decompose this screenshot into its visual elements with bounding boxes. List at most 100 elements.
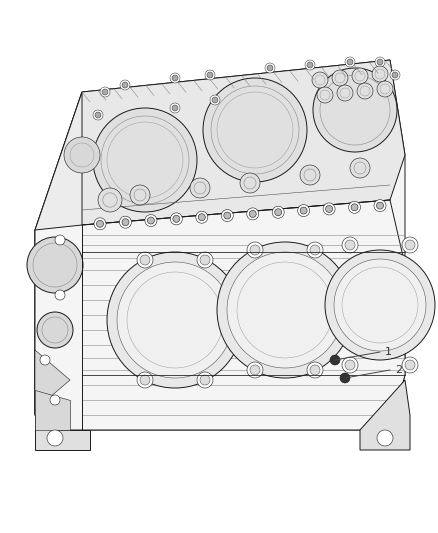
Circle shape	[310, 245, 320, 255]
Circle shape	[250, 245, 260, 255]
Circle shape	[405, 240, 415, 250]
Circle shape	[173, 215, 180, 222]
Circle shape	[120, 80, 130, 90]
Circle shape	[372, 66, 388, 82]
Circle shape	[170, 103, 180, 113]
Circle shape	[342, 237, 358, 253]
Circle shape	[200, 255, 210, 265]
Circle shape	[305, 60, 315, 70]
Circle shape	[107, 252, 243, 388]
Circle shape	[390, 70, 400, 80]
Circle shape	[140, 255, 150, 265]
Circle shape	[120, 216, 131, 228]
Circle shape	[374, 200, 386, 212]
Circle shape	[190, 178, 210, 198]
Circle shape	[117, 262, 233, 378]
Circle shape	[96, 220, 103, 228]
Circle shape	[172, 105, 178, 111]
Circle shape	[217, 242, 353, 378]
Circle shape	[377, 59, 383, 65]
Circle shape	[352, 68, 368, 84]
Circle shape	[55, 235, 65, 245]
Circle shape	[249, 211, 256, 217]
Circle shape	[224, 212, 231, 219]
Circle shape	[221, 209, 233, 222]
Circle shape	[40, 355, 50, 365]
Polygon shape	[360, 380, 410, 450]
Circle shape	[55, 290, 65, 300]
Text: 2: 2	[395, 365, 402, 375]
Polygon shape	[35, 350, 70, 410]
Circle shape	[203, 78, 307, 182]
Circle shape	[197, 372, 213, 388]
Circle shape	[310, 365, 320, 375]
Circle shape	[334, 259, 426, 351]
Circle shape	[377, 430, 393, 446]
Circle shape	[351, 204, 358, 211]
Circle shape	[210, 95, 220, 105]
Circle shape	[122, 219, 129, 225]
Circle shape	[47, 430, 63, 446]
Polygon shape	[35, 390, 70, 430]
Circle shape	[402, 357, 418, 373]
Circle shape	[405, 360, 415, 370]
Circle shape	[323, 203, 335, 215]
Circle shape	[240, 173, 260, 193]
Circle shape	[50, 395, 60, 405]
Circle shape	[145, 214, 157, 227]
Circle shape	[27, 237, 83, 293]
Circle shape	[227, 252, 343, 368]
Circle shape	[93, 110, 103, 120]
Circle shape	[122, 82, 128, 88]
Circle shape	[312, 72, 328, 88]
Circle shape	[137, 252, 153, 268]
Circle shape	[170, 213, 182, 225]
Circle shape	[342, 357, 358, 373]
Polygon shape	[35, 60, 405, 430]
Circle shape	[140, 375, 150, 385]
Circle shape	[196, 211, 208, 223]
Circle shape	[102, 89, 108, 95]
Circle shape	[198, 214, 205, 221]
Circle shape	[205, 70, 215, 80]
Circle shape	[93, 108, 197, 212]
Circle shape	[300, 207, 307, 214]
Circle shape	[170, 73, 180, 83]
Circle shape	[130, 185, 150, 205]
Circle shape	[307, 242, 323, 258]
Circle shape	[307, 62, 313, 68]
Circle shape	[212, 97, 218, 103]
Circle shape	[200, 375, 210, 385]
Polygon shape	[35, 200, 405, 430]
Circle shape	[349, 201, 360, 213]
Polygon shape	[35, 60, 405, 230]
Circle shape	[340, 373, 350, 383]
Circle shape	[345, 57, 355, 67]
Circle shape	[247, 242, 263, 258]
Circle shape	[100, 87, 110, 97]
Circle shape	[345, 240, 355, 250]
Circle shape	[300, 165, 320, 185]
Circle shape	[377, 202, 384, 209]
Circle shape	[325, 205, 332, 213]
Circle shape	[313, 68, 397, 152]
Circle shape	[275, 209, 282, 216]
Circle shape	[307, 362, 323, 378]
Circle shape	[247, 208, 259, 220]
Circle shape	[64, 137, 100, 173]
Circle shape	[272, 206, 284, 218]
Circle shape	[330, 355, 340, 365]
Circle shape	[317, 87, 333, 103]
Circle shape	[332, 70, 348, 86]
Circle shape	[350, 158, 370, 178]
Circle shape	[377, 81, 393, 97]
Circle shape	[375, 57, 385, 67]
Circle shape	[137, 372, 153, 388]
Circle shape	[197, 252, 213, 268]
Text: 1: 1	[385, 347, 392, 357]
Circle shape	[265, 63, 275, 73]
Circle shape	[94, 218, 106, 230]
Circle shape	[267, 65, 273, 71]
Circle shape	[357, 83, 373, 99]
Circle shape	[298, 205, 310, 216]
